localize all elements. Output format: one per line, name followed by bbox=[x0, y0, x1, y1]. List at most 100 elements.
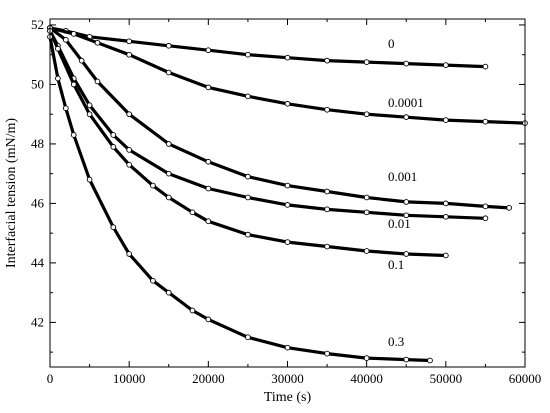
data-point bbox=[205, 47, 212, 54]
data-point bbox=[70, 81, 77, 88]
data-point bbox=[126, 251, 133, 257]
series-5 bbox=[47, 28, 449, 259]
data-point bbox=[205, 316, 212, 323]
data-point bbox=[70, 31, 77, 37]
data-point bbox=[482, 203, 489, 210]
labels-layer: 0 10000 20000 30000 40000 50000 60000 42 44 46 48 5… bbox=[31, 17, 541, 386]
series-layer bbox=[47, 25, 528, 364]
data-point bbox=[126, 147, 133, 153]
y-tick-label: 52 bbox=[31, 17, 44, 32]
data-point bbox=[62, 105, 69, 112]
data-point bbox=[442, 213, 449, 220]
data-point bbox=[245, 93, 251, 100]
data-point bbox=[403, 114, 410, 121]
data-point bbox=[205, 158, 212, 165]
data-point bbox=[126, 38, 133, 45]
series-label: 0 bbox=[388, 36, 395, 51]
y-tick-label: 48 bbox=[31, 136, 44, 151]
data-point bbox=[284, 239, 291, 245]
data-point bbox=[442, 62, 449, 68]
x-tick-label: 40000 bbox=[350, 371, 383, 386]
data-point bbox=[324, 106, 330, 113]
data-point bbox=[110, 144, 117, 150]
y-tick-label: 44 bbox=[31, 255, 45, 270]
data-point bbox=[482, 118, 489, 125]
data-point bbox=[150, 182, 156, 189]
data-point bbox=[403, 199, 410, 205]
data-point bbox=[363, 111, 370, 118]
data-point bbox=[284, 182, 291, 189]
data-point bbox=[110, 132, 117, 138]
data-point bbox=[70, 132, 77, 138]
series-6 bbox=[47, 33, 433, 364]
data-point bbox=[62, 36, 69, 43]
data-point bbox=[86, 102, 93, 109]
data-point bbox=[126, 111, 133, 118]
data-point bbox=[363, 248, 370, 254]
series-label: 0.01 bbox=[388, 216, 411, 231]
data-point bbox=[245, 51, 251, 58]
y-tick-label: 50 bbox=[31, 76, 44, 91]
data-point bbox=[165, 289, 172, 296]
data-point bbox=[55, 45, 61, 52]
data-point bbox=[403, 251, 410, 257]
x-axis-title: Time (s) bbox=[264, 390, 312, 405]
data-point bbox=[427, 357, 433, 364]
data-point bbox=[86, 111, 93, 118]
ticks-layer bbox=[49, 19, 526, 367]
y-tick-label: 42 bbox=[31, 314, 44, 329]
data-point bbox=[55, 75, 61, 82]
x-tick-label: 10000 bbox=[113, 371, 146, 386]
data-point bbox=[78, 57, 85, 64]
plot-frame bbox=[49, 18, 526, 368]
data-point bbox=[363, 194, 370, 201]
data-point bbox=[442, 200, 449, 207]
data-point bbox=[442, 252, 449, 259]
data-point bbox=[245, 231, 251, 238]
data-point bbox=[284, 54, 291, 61]
data-point bbox=[482, 63, 489, 70]
data-point bbox=[126, 161, 133, 168]
data-point bbox=[403, 60, 410, 67]
data-point bbox=[284, 100, 291, 107]
data-point bbox=[324, 188, 330, 195]
series-band bbox=[48, 26, 511, 210]
data-point bbox=[126, 51, 133, 58]
x-tick-label: 20000 bbox=[192, 371, 225, 386]
series-2 bbox=[47, 25, 528, 126]
data-point bbox=[324, 350, 330, 357]
x-tick-label: 30000 bbox=[271, 371, 304, 386]
series-label: 0.001 bbox=[388, 169, 417, 184]
data-point bbox=[165, 141, 172, 147]
data-point bbox=[442, 117, 449, 123]
data-point bbox=[165, 170, 172, 177]
series-label: 0.3 bbox=[388, 334, 404, 349]
data-point bbox=[150, 277, 156, 284]
x-tick-label: 50000 bbox=[430, 371, 463, 386]
data-point bbox=[482, 215, 489, 222]
x-tick-label: 60000 bbox=[509, 371, 542, 386]
data-point bbox=[94, 39, 101, 46]
data-point bbox=[363, 355, 370, 361]
data-point bbox=[403, 356, 410, 363]
data-point bbox=[189, 209, 196, 216]
data-point bbox=[324, 57, 330, 64]
data-point bbox=[324, 243, 330, 250]
data-point bbox=[86, 176, 93, 183]
data-point bbox=[205, 84, 212, 91]
data-point bbox=[363, 59, 370, 65]
data-point bbox=[205, 185, 212, 192]
data-point bbox=[165, 194, 172, 201]
data-point bbox=[284, 202, 291, 208]
data-point bbox=[324, 206, 330, 213]
x-tick-label: 0 bbox=[47, 371, 54, 386]
data-point bbox=[245, 334, 251, 341]
series-3 bbox=[47, 25, 513, 211]
data-point bbox=[205, 218, 212, 225]
series-band bbox=[48, 26, 487, 69]
data-point bbox=[165, 42, 172, 49]
data-point bbox=[284, 344, 291, 351]
y-tick-label: 46 bbox=[31, 195, 45, 210]
